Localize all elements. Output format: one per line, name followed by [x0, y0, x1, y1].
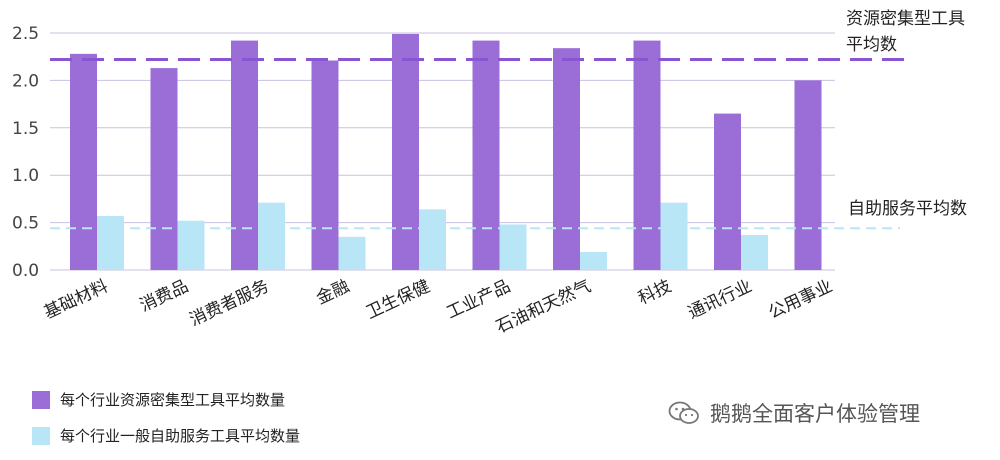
bar-series-1: [633, 40, 661, 270]
legend-label-series-1: 每个行业资源密集型工具平均数量: [60, 391, 286, 409]
watermark-text: 鹅鹅全面客户体验管理: [710, 402, 920, 426]
y-axis-ticks: 0.0 0.5 1.0 1.5 2.0 2.5: [12, 24, 39, 281]
bar-series-2: [338, 236, 366, 270]
bar-series-1: [714, 113, 741, 270]
bar-series-2: [258, 202, 285, 270]
bar-series-2: [741, 234, 768, 270]
bar-series-2: [97, 215, 124, 270]
y-tick-label: 0.5: [12, 214, 39, 234]
bar-series-1: [70, 53, 97, 270]
reference-label-selfservice: 自助服务平均数: [848, 199, 967, 219]
y-tick-label: 0.0: [12, 261, 39, 281]
category-label: 金融: [313, 276, 352, 308]
bar-series-1: [231, 40, 258, 270]
bar-series-1: [311, 60, 339, 270]
bar-series-2: [580, 251, 607, 270]
bar-series-1: [150, 68, 178, 271]
category-label: 消费品: [137, 276, 192, 316]
legend-item-series-2: 每个行业一般自助服务工具平均数量: [32, 425, 300, 446]
bar-series-1: [472, 40, 500, 270]
y-tick-label: 2.5: [12, 24, 39, 44]
bar-series-1: [794, 80, 822, 271]
legend-item-series-1: 每个行业资源密集型工具平均数量: [32, 389, 285, 410]
bar-series-2: [499, 224, 527, 270]
bar-series-1: [392, 33, 419, 270]
y-tick-label: 2.0: [12, 71, 39, 91]
reference-label-resource-line1: 资源密集型工具: [846, 9, 965, 29]
y-tick-label: 1.0: [12, 166, 39, 186]
bars: [70, 33, 822, 271]
category-label: 科技: [635, 276, 674, 308]
legend-swatch-series-1: [32, 390, 50, 409]
category-label: 通讯行业: [685, 276, 755, 323]
watermark: 鹅鹅全面客户体验管理: [668, 398, 920, 428]
category-label: 基础材料: [41, 276, 111, 323]
reference-label-resource-line2: 平均数: [846, 35, 897, 55]
legend-label-series-2: 每个行业一般自助服务工具平均数量: [60, 427, 301, 445]
bar-series-2: [419, 209, 446, 270]
legend-swatch-series-2: [32, 426, 50, 445]
y-tick-label: 1.5: [12, 119, 39, 139]
bar-series-1: [553, 48, 580, 270]
category-label: 消费者服务: [187, 276, 272, 330]
category-label: 公用事业: [766, 276, 836, 323]
bar-series-2: [660, 202, 688, 270]
category-label: 卫生保健: [363, 276, 433, 323]
wechat-icon: [668, 401, 699, 424]
